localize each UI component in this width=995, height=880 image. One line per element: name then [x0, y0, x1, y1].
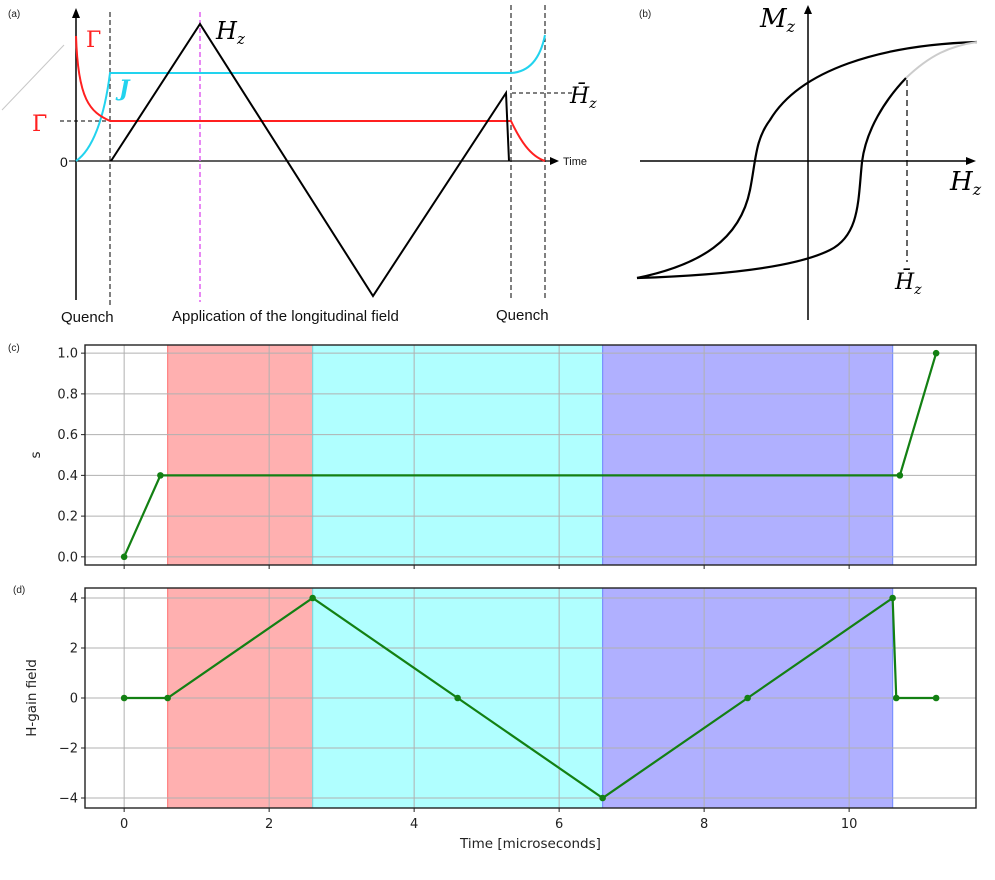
- data-point: [599, 794, 606, 802]
- y-tick-label: 2: [70, 642, 78, 657]
- x-tick-label: 8: [700, 817, 708, 832]
- plot-h-gain: −4 −2 0 2 4 0 2 4 6 8 10 H-gain field Time [microsec…: [24, 587, 977, 852]
- panel-b-tag: (b): [639, 9, 651, 20]
- x-tick-label: 6: [555, 817, 563, 832]
- hysteresis-upper-branch: [636, 40, 978, 280]
- shaded-region: [167, 345, 313, 565]
- y-tick-label: 0.2: [57, 510, 78, 525]
- y-tick-label: 0: [70, 692, 78, 707]
- x-tick-label: 2: [265, 817, 273, 832]
- data-point: [309, 594, 316, 602]
- Mz-axis-arrow-icon: [804, 5, 812, 14]
- quench-right-label: Quench: [496, 307, 549, 324]
- data-point: [744, 694, 751, 702]
- gamma-curve: [75, 35, 546, 162]
- panel-c-tag: (c): [8, 343, 20, 354]
- data-point: [932, 349, 940, 357]
- Hz-curve: [110, 22, 510, 298]
- plot-frame: [84, 344, 977, 566]
- data-point: [932, 694, 940, 702]
- y-tick-label: 0.8: [57, 387, 78, 402]
- J-curve: [75, 34, 546, 162]
- Hz-axis-arrow-icon: [966, 157, 976, 165]
- application-label: Application of the longitudinal field: [172, 308, 399, 325]
- y-tick-label: −4: [59, 792, 78, 807]
- Hz-axis-label: Hz: [949, 167, 982, 199]
- gamma-label: Γ: [86, 28, 101, 53]
- decorative-diagonal: [1, 44, 65, 111]
- Hz-label: Hz: [215, 17, 245, 48]
- Mz-label: Mz: [759, 4, 796, 36]
- J-label: J: [115, 76, 131, 102]
- Hz-bar-label-b: H̄z: [894, 268, 922, 298]
- y-tick-label: 0.4: [57, 469, 78, 484]
- plot-s: 0.0 0.2 0.4 0.6 0.8 1.0 s: [28, 344, 977, 569]
- hysteresis-unvisited-segment: [905, 41, 978, 79]
- hysteresis-lower-branch: [636, 77, 907, 280]
- time-axis-arrow-icon: [550, 157, 559, 165]
- shaded-region: [312, 345, 603, 565]
- panel-a-tag: (a): [8, 9, 20, 20]
- x-axis-label: Time [microseconds]: [459, 836, 601, 852]
- y-tick-label: 1.0: [57, 347, 78, 362]
- panel-b: (b) Mz Hz H̄z: [636, 4, 982, 320]
- gamma-bar-label: Γ̄: [32, 112, 47, 137]
- quench-left-label: Quench: [61, 309, 114, 326]
- data-point: [157, 472, 164, 479]
- y-axis-label: s: [28, 451, 44, 458]
- time-label: Time: [563, 156, 587, 168]
- data-point: [164, 694, 171, 702]
- y-axis-arrow-icon: [72, 8, 80, 18]
- y-axis-label: H-gain field: [24, 659, 40, 737]
- panel-c: (c) 0.0 0.2 0.4 0.6 0.8 1.0 s: [8, 343, 977, 569]
- panel-a: (a) Time 0 Γ Γ̄ J Hz H̄z Quench: [1, 5, 597, 326]
- y-tick-label: −2: [59, 742, 78, 757]
- panel-d: (d) −4 −2 0 2 4 0 2 4 6 8 10 H-gain field Time [micr…: [13, 585, 977, 852]
- data-point: [892, 694, 900, 702]
- data-line: [123, 352, 938, 558]
- y-tick-label: 0.0: [57, 550, 78, 565]
- data-point: [120, 553, 128, 561]
- zero-label: 0: [60, 154, 68, 170]
- data-point: [120, 694, 128, 702]
- data-point: [896, 472, 904, 479]
- data-point: [454, 694, 461, 702]
- data-point: [889, 594, 896, 602]
- y-tick-label: 4: [70, 592, 78, 607]
- Hz-bar-label: H̄z: [569, 82, 597, 112]
- panel-d-tag: (d): [13, 585, 25, 596]
- x-tick-label: 4: [410, 817, 418, 832]
- shaded-region: [602, 345, 893, 565]
- x-tick-label: 0: [120, 817, 128, 832]
- y-tick-label: 0.6: [57, 428, 78, 443]
- x-tick-label: 10: [841, 817, 858, 832]
